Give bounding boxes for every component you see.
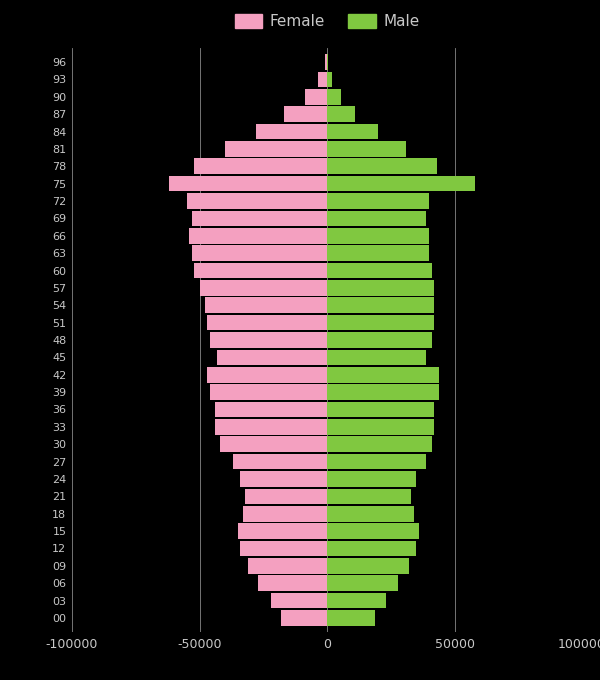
- Bar: [327, 593, 386, 609]
- Bar: [327, 106, 355, 122]
- Bar: [210, 333, 327, 347]
- Bar: [327, 541, 416, 556]
- Bar: [205, 297, 327, 313]
- Bar: [327, 402, 434, 418]
- Bar: [327, 262, 431, 278]
- Bar: [194, 158, 327, 174]
- Bar: [327, 471, 416, 487]
- Bar: [238, 523, 327, 539]
- Bar: [210, 384, 327, 400]
- Bar: [327, 367, 439, 383]
- Bar: [327, 245, 429, 261]
- Bar: [271, 593, 327, 609]
- Bar: [192, 211, 327, 226]
- Bar: [327, 211, 427, 226]
- Bar: [318, 71, 327, 87]
- Bar: [327, 141, 406, 157]
- Bar: [240, 541, 327, 556]
- Bar: [194, 262, 327, 278]
- Bar: [327, 193, 429, 209]
- Bar: [327, 176, 475, 192]
- Bar: [256, 124, 327, 139]
- Bar: [327, 124, 378, 139]
- Bar: [217, 350, 327, 365]
- Bar: [284, 106, 327, 122]
- Bar: [327, 384, 439, 400]
- Bar: [327, 419, 434, 435]
- Bar: [327, 89, 341, 105]
- Bar: [327, 228, 429, 243]
- Bar: [327, 333, 431, 347]
- Bar: [327, 488, 411, 504]
- Bar: [192, 245, 327, 261]
- Bar: [327, 54, 328, 70]
- Bar: [325, 54, 327, 70]
- Bar: [327, 454, 427, 469]
- Bar: [190, 228, 327, 243]
- Bar: [327, 575, 398, 591]
- Bar: [327, 610, 376, 626]
- Bar: [225, 141, 327, 157]
- Legend: Female, Male: Female, Male: [235, 14, 419, 29]
- Bar: [327, 71, 332, 87]
- Bar: [327, 523, 419, 539]
- Bar: [248, 558, 327, 574]
- Bar: [215, 419, 327, 435]
- Bar: [327, 437, 431, 452]
- Bar: [243, 506, 327, 522]
- Bar: [281, 610, 327, 626]
- Bar: [199, 280, 327, 296]
- Bar: [327, 280, 434, 296]
- Bar: [240, 471, 327, 487]
- Bar: [327, 350, 427, 365]
- Bar: [327, 558, 409, 574]
- Bar: [327, 506, 414, 522]
- Bar: [245, 488, 327, 504]
- Bar: [305, 89, 327, 105]
- Bar: [327, 158, 437, 174]
- Bar: [233, 454, 327, 469]
- Bar: [169, 176, 327, 192]
- Bar: [187, 193, 327, 209]
- Bar: [327, 315, 434, 330]
- Bar: [258, 575, 327, 591]
- Bar: [215, 402, 327, 418]
- Bar: [207, 315, 327, 330]
- Bar: [207, 367, 327, 383]
- Bar: [327, 297, 434, 313]
- Bar: [220, 437, 327, 452]
